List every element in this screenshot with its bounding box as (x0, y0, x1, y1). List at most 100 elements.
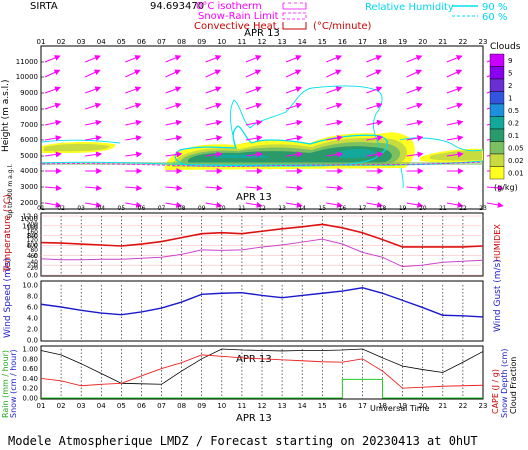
wind-arrow (44, 102, 62, 110)
wind-arrow (44, 151, 62, 158)
wind-arrow (366, 102, 383, 110)
wind-arrow (446, 102, 463, 110)
mid-hour-label: 04 (97, 205, 105, 212)
wind-arrows (44, 55, 504, 208)
mid-hour-label: 09 (198, 205, 206, 212)
wind-arrow (285, 69, 302, 78)
wind-arrow (44, 135, 62, 142)
top-hour-label: 04 (97, 38, 106, 46)
wind-arrow (165, 55, 182, 63)
panel1-ytick-label: 8000 (20, 105, 38, 113)
top-hour-label: 17 (358, 38, 367, 46)
legend-snow-rain-label: Snow-Rain Limit (198, 11, 279, 22)
panel4-ytick-label: 0.00 (22, 395, 38, 403)
station-coords: 94.693470 (150, 1, 204, 12)
mid-hour-label: 22 (459, 205, 467, 212)
wind-arrow (286, 135, 303, 142)
bottom-hour-label: 20 (418, 402, 427, 410)
mid-hour-label: 15 (318, 205, 326, 212)
cloud-legend-swatch (489, 91, 505, 105)
wind-arrow (44, 119, 62, 126)
hour-axis-bottom: 01 02 03 04 05 06 07 08 09 10 11 12 13 14 15 16 17 18 19 20… (37, 402, 488, 410)
wind-arrow (44, 55, 61, 63)
panel3-ytick-label: 2.0 (27, 326, 38, 334)
wind-arrow (205, 55, 222, 63)
wind-arrow (165, 184, 183, 191)
panel2-ytick-label: 10.0 (22, 222, 38, 230)
wind-arrow (165, 102, 182, 110)
mid-hour-label: 07 (158, 205, 166, 212)
legend-isotherm-swatch (282, 2, 307, 10)
top-hour-label: 06 (137, 38, 146, 46)
wind-arrow (285, 119, 303, 126)
top-hour-label: 16 (338, 38, 347, 46)
cloud-layer-green (188, 146, 392, 163)
panel4-ytick-label: 0.80 (22, 355, 38, 363)
bottom-hour-label: 02 (57, 402, 66, 410)
wind-arrow (406, 102, 423, 110)
mid-hour-label: 14 (298, 205, 306, 212)
header: SIRTA 94.693470 0°C isotherm Snow-Rain L… (30, 1, 507, 32)
wind-arrow (125, 184, 143, 191)
top-hour-label: 02 (57, 38, 66, 46)
top-hour-label: 18 (378, 38, 387, 46)
wind-arrow (446, 184, 464, 191)
wind-arrow (245, 151, 263, 158)
rh-spike (400, 167, 404, 189)
cloud-legend-swatch (489, 128, 505, 142)
rain-bars (41, 378, 483, 399)
wind-arrow (205, 135, 223, 142)
wind-arrow (406, 151, 424, 158)
wind-arrow (326, 184, 344, 191)
bottom-hour-label: 17 (358, 402, 367, 410)
bottom-hour-label: 19 (398, 402, 407, 410)
x-axis-label: Universal Time (370, 404, 430, 413)
panel-wind: Wind Speed (m/s) Wind Gust (m/s) 10.0 8.0… (3, 258, 503, 345)
legend-snow-rain-swatch (282, 12, 307, 20)
wind-arrow (446, 135, 464, 142)
bottom-hour-label: 03 (77, 402, 86, 410)
wind-arrow (44, 69, 61, 78)
wind-arrow (125, 86, 142, 94)
wind-arrow (406, 201, 424, 208)
wind-arrow (165, 69, 181, 78)
top-hour-label: 22 (458, 38, 467, 46)
panel1-ytick-label: 3000 (20, 183, 38, 191)
legend-convective-swatch (282, 22, 307, 30)
cloud-legend-swatch (489, 166, 505, 180)
legend-rh-label: Relative Humidity (365, 2, 454, 13)
panel2-ytick-label: 12.0 (22, 213, 38, 221)
temperature-line (40, 223, 484, 248)
panel1-ytick-label: 40 (30, 259, 38, 266)
panel3-ytick-label: 10.0 (22, 282, 38, 290)
panel2-ytick-label: 8.0 (27, 232, 38, 240)
panel1-ytick-label: 60 (30, 253, 38, 260)
wind-arrow (326, 69, 342, 78)
wind-arrow (446, 119, 464, 126)
panel4-ylabel-snow: Snow (cm / hour) (9, 349, 18, 418)
legend-convective-label: Convective Heat. (194, 21, 280, 32)
panel1-frame (40, 45, 484, 210)
wind-arrow (366, 201, 384, 208)
mid-hour-label: 20 (419, 205, 427, 212)
cloud-legend-swatch (489, 116, 505, 130)
wind-arrow (245, 86, 262, 94)
panel2-ytick-label: 2.0 (27, 262, 38, 270)
date-label-panel4: APR 13 (236, 354, 272, 365)
panel3-ytick-label: 0.0 (27, 337, 38, 345)
wind-arrow (85, 201, 102, 208)
bottom-hour-label: 21 (438, 402, 447, 410)
mid-hour-label: 06 (138, 205, 146, 212)
wind-arrow (165, 151, 183, 158)
wind-arrow (85, 135, 102, 142)
mid-hour-label: 12 (258, 205, 266, 212)
wind-arrow (85, 151, 103, 158)
panel1-ytick-label: 20 (30, 265, 38, 272)
cloud-legend-level: 0.5 (508, 107, 519, 115)
top-hour-label: 10 (217, 38, 226, 46)
cloud-legend-level: 0.1 (508, 132, 519, 140)
panel1-ytick-label: 4000 (20, 167, 38, 175)
cloud-legend-level: 9 (508, 57, 512, 65)
top-hour-label: 23 (479, 38, 488, 46)
